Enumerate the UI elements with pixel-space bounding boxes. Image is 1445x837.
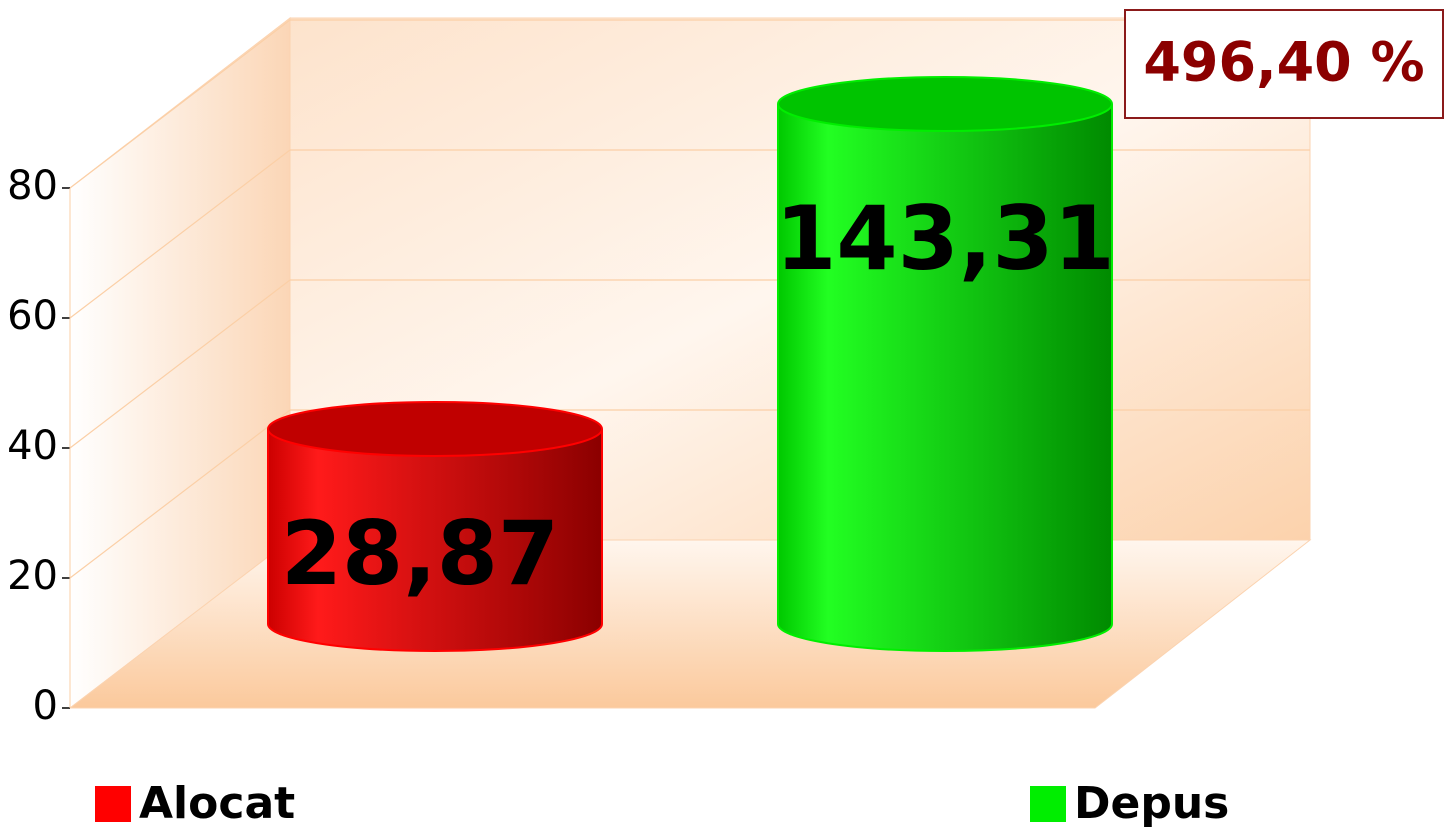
y-tick-label: 60	[7, 293, 58, 339]
annotation: 496,40 %	[1143, 31, 1424, 94]
grid-line	[69, 409, 291, 579]
y-tick-label: 0	[33, 683, 58, 729]
grid-line	[69, 149, 291, 319]
legend-label: Alocat	[139, 778, 295, 829]
y-tick-label: 20	[7, 553, 58, 599]
bar	[268, 429, 602, 624]
data-label: 28,87	[281, 502, 559, 605]
y-tick-label: 40	[7, 423, 58, 469]
legend-swatch	[95, 786, 131, 822]
cylinder-top	[777, 76, 1113, 132]
y-tick-label: 80	[7, 163, 58, 209]
annotation-box	[1124, 9, 1444, 119]
grid-line	[69, 19, 291, 189]
legend-label: Depus	[1074, 778, 1229, 829]
data-label: 143,31	[775, 187, 1115, 290]
legend-swatch	[1030, 786, 1066, 822]
plot	[267, 76, 1113, 652]
bar	[778, 104, 1112, 624]
grid-line	[69, 279, 291, 449]
cylinder-top	[267, 401, 603, 457]
